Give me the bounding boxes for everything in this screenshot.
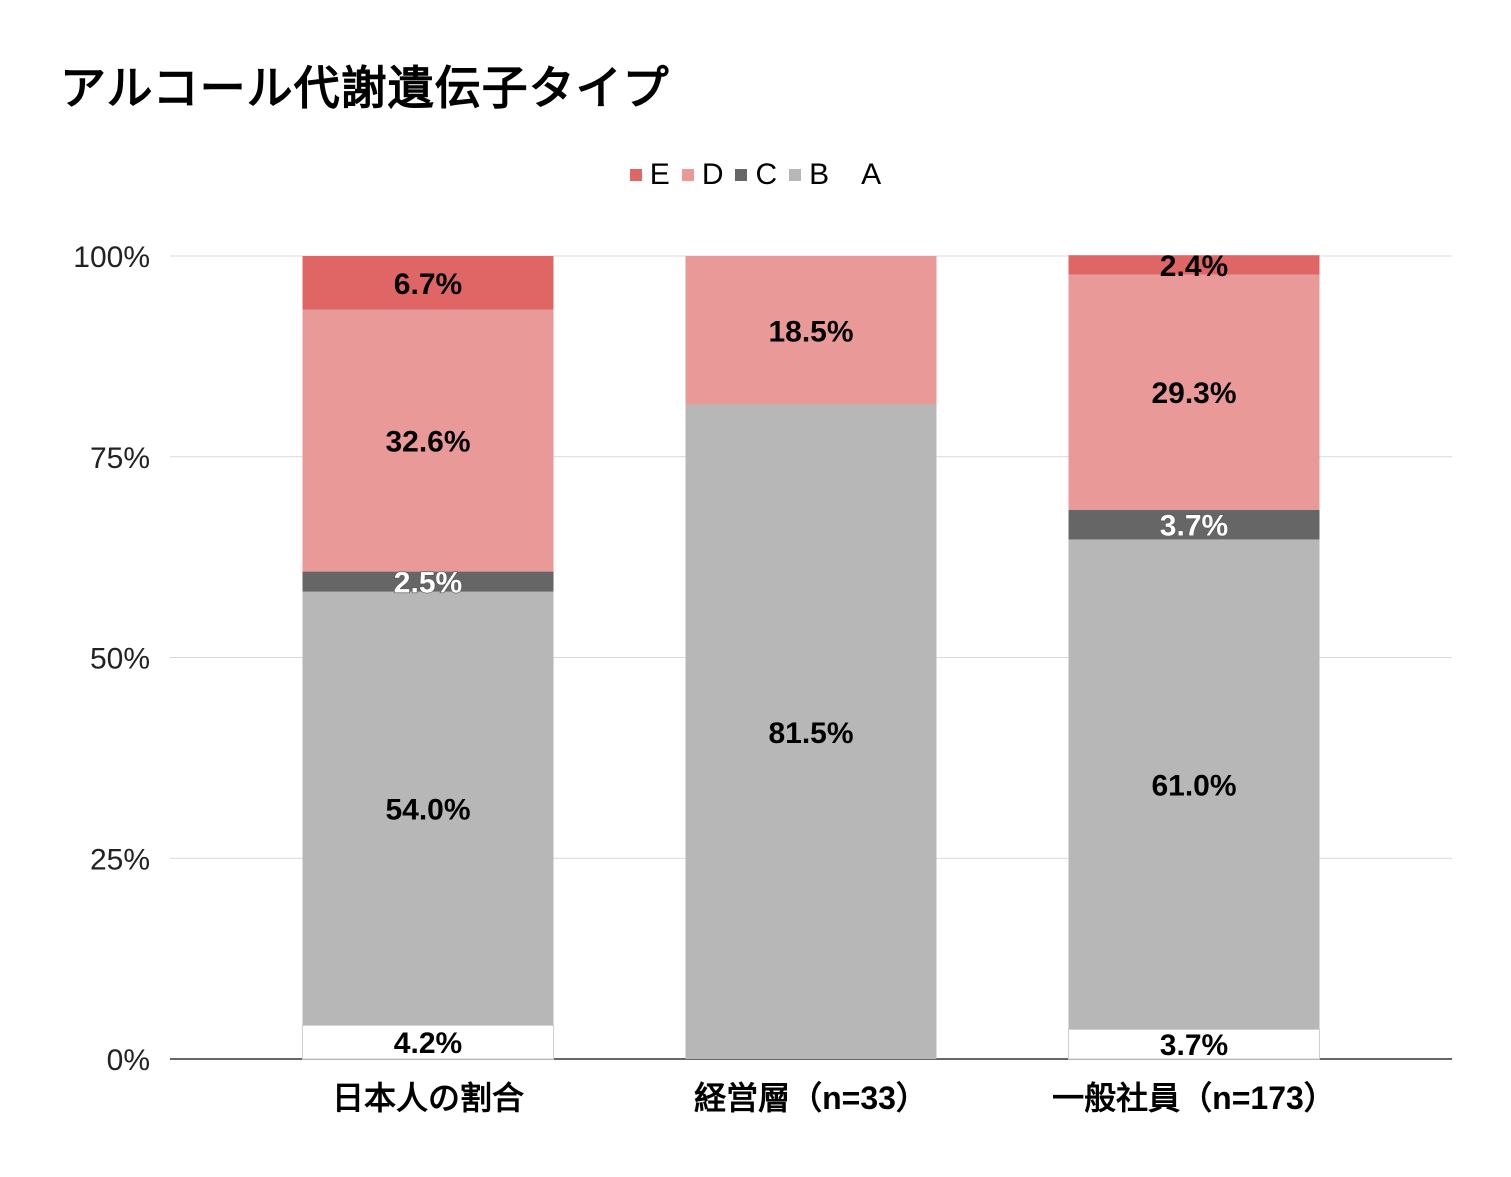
legend-item-a: A (841, 158, 881, 192)
legend-label-a: A (861, 158, 882, 191)
legend-swatch-d (681, 169, 694, 181)
legend-label-e: E (649, 158, 670, 191)
y-tick-label: 75% (90, 442, 150, 475)
legend-swatch-b (789, 169, 802, 181)
data-label: 2.5% (394, 567, 462, 600)
y-tick-label: 25% (90, 843, 150, 876)
x-tick-label: 一般社員（n=173） (1052, 1080, 1336, 1116)
legend-item-c: C (735, 158, 777, 192)
bar-segment-b (1068, 539, 1320, 1030)
bars (302, 255, 1320, 1060)
legend-item-e: E (629, 158, 670, 192)
legend-swatch-c (735, 169, 748, 181)
data-label: 18.5% (768, 315, 853, 348)
bar-segment-d (685, 256, 937, 405)
bar-segment-e (302, 256, 554, 310)
y-tick-label: 100% (73, 241, 150, 274)
data-label: 32.6% (385, 426, 470, 459)
bar-segment-c (302, 571, 554, 592)
bar-segment-d (1068, 274, 1320, 510)
y-tick-label: 0% (107, 1044, 150, 1077)
data-label: 3.7% (1160, 510, 1228, 543)
x-axis: 日本人の割合 経営層（n=33） 一般社員（n=173） (332, 1080, 1336, 1116)
y-tick-label: 50% (90, 643, 150, 676)
legend-label-c: C (755, 158, 778, 191)
data-label: 54.0% (385, 793, 470, 826)
legend-swatch-a (841, 169, 854, 181)
bar-segment-a (1068, 1028, 1320, 1060)
data-label: 6.7% (394, 268, 462, 301)
data-label: 2.4% (1160, 250, 1228, 283)
data-label: 3.7% (1160, 1029, 1228, 1062)
data-label: 29.3% (1151, 377, 1236, 410)
bar-segment-d (302, 309, 554, 572)
data-label: 4.2% (394, 1027, 462, 1060)
data-label: 61.0% (1151, 769, 1236, 802)
y-axis: 0% 25% 50% 75% 100% (73, 241, 150, 1077)
data-labels: 4.2% 54.0% 2.5% 32.6% 6.7% 81.5% 18.5% 3.7% 61.0… (385, 250, 1236, 1062)
chart-legend: E D C B A (0, 158, 1511, 192)
bar-segment-c (1068, 509, 1320, 540)
legend-label-d: D (701, 158, 724, 191)
bar-segment-e (1068, 255, 1320, 275)
legend-item-b: B (789, 158, 829, 192)
legend-swatch-e (629, 169, 642, 181)
bar-segment-b (302, 591, 554, 1026)
data-label: 81.5% (768, 717, 853, 750)
x-tick-label: 経営層（n=33） (694, 1080, 928, 1116)
legend-item-d: D (681, 158, 724, 192)
chart-title: アルコール代謝遺伝子タイプ (60, 61, 670, 115)
x-tick-label: 日本人の割合 (332, 1080, 524, 1116)
bar-segment-a (302, 1024, 554, 1060)
bar-segment-b (685, 404, 937, 1059)
legend-label-b: B (809, 158, 830, 191)
